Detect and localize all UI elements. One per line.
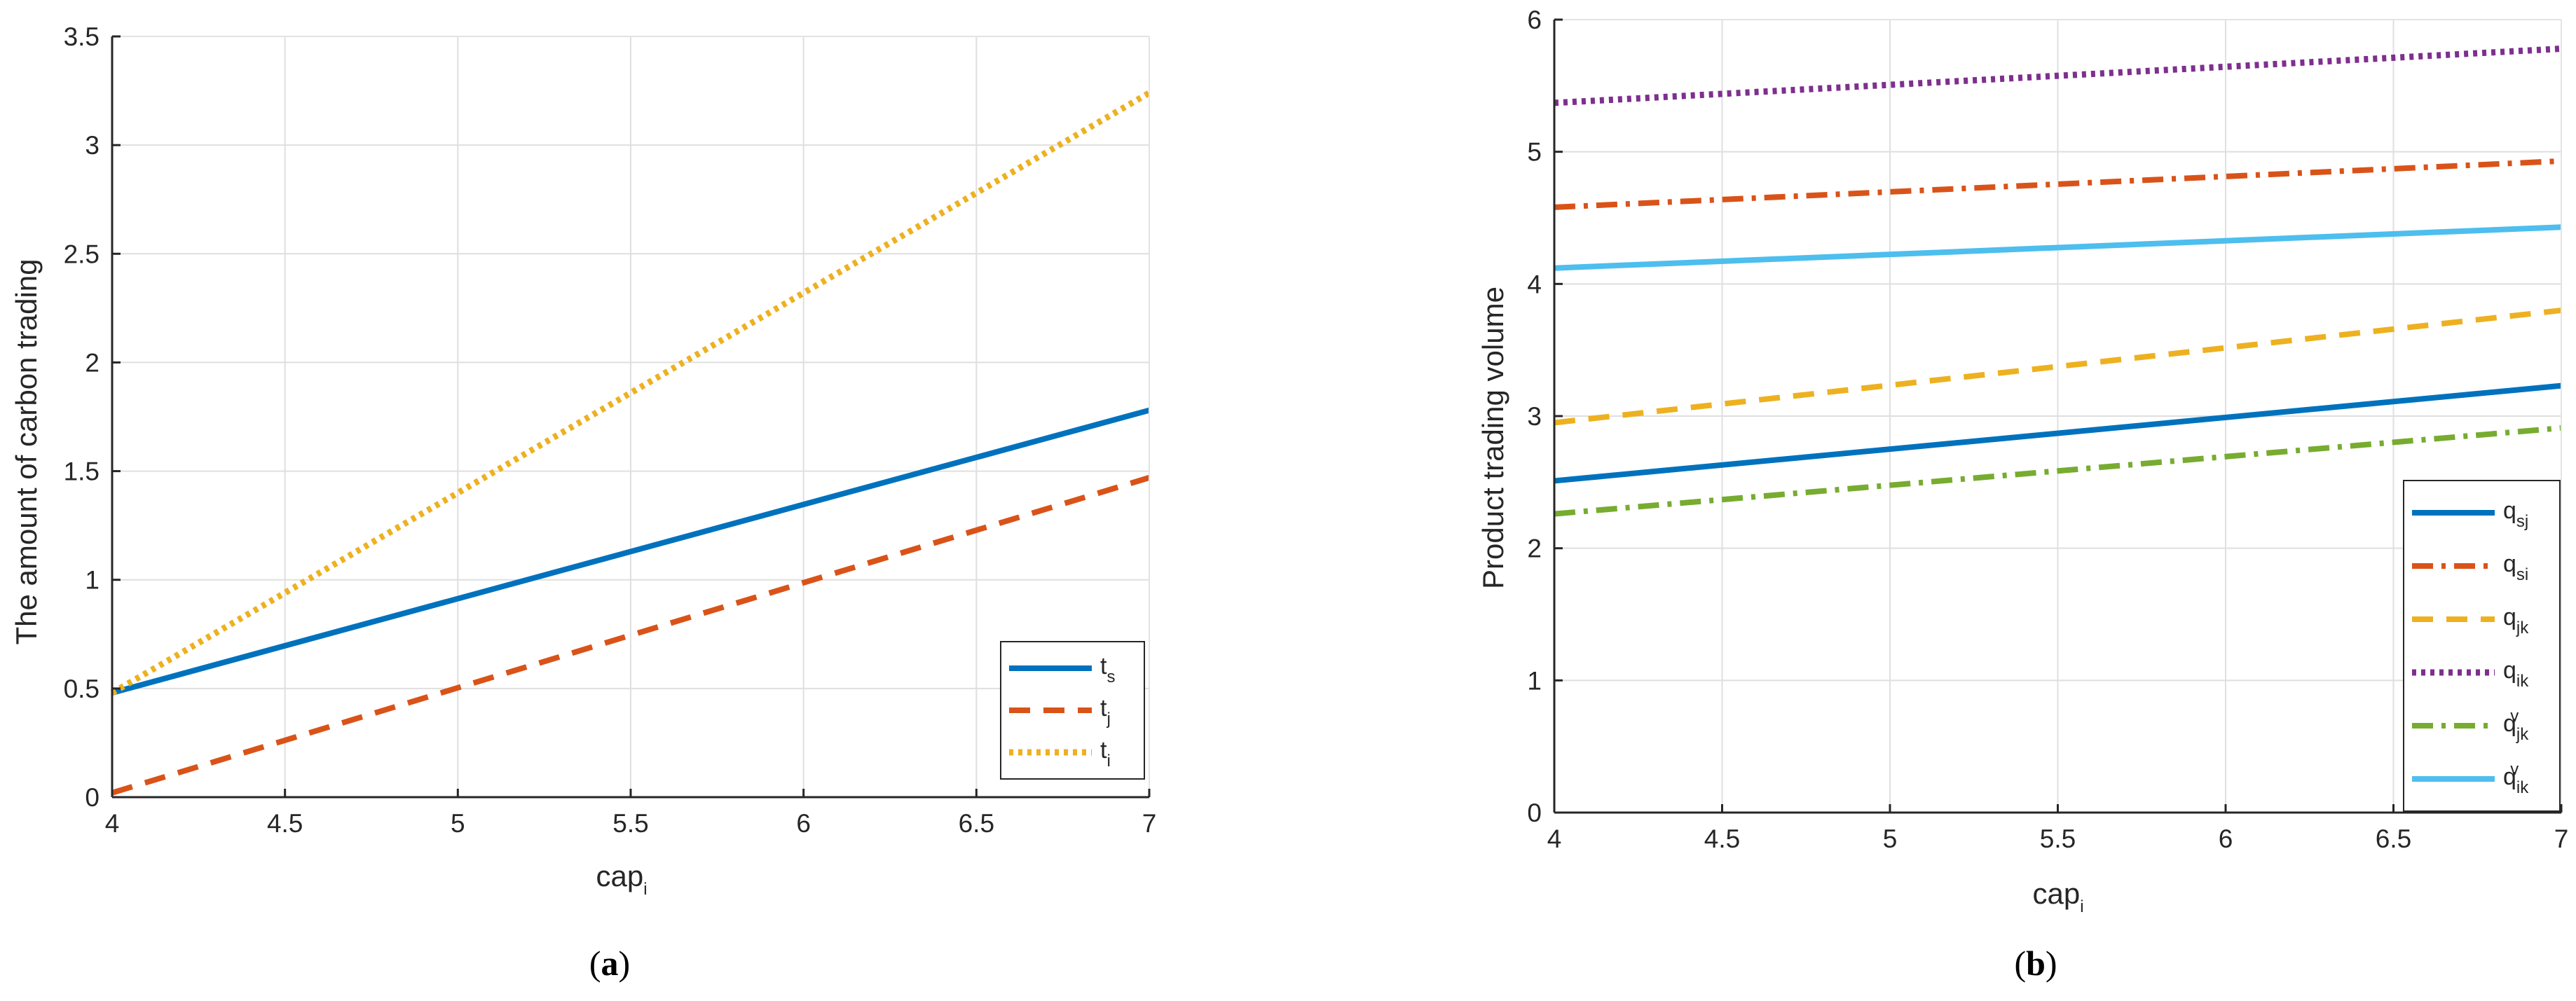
series-line-4 — [1554, 46, 2562, 106]
x-axis-label: capi — [2032, 877, 2083, 916]
x-tick-label: 6 — [796, 809, 811, 838]
x-tick-label: 4.5 — [1704, 824, 1740, 853]
x-tick-label: 5 — [1883, 824, 1898, 853]
panel-caption: (a) — [589, 944, 630, 983]
x-tick-label: 7 — [2554, 824, 2569, 853]
y-tick-label: 0 — [85, 783, 100, 812]
legend-entry: ts — [1100, 653, 1115, 686]
x-tick-label: 6 — [2219, 824, 2233, 853]
series-line-6 — [1554, 224, 2562, 271]
legend-entry: qikv — [2503, 760, 2529, 797]
x-tick-label: 7 — [1142, 809, 1157, 838]
legend: qsj qsi qjk qik qjkv qikv — [2403, 480, 2561, 812]
y-tick-label: 0.5 — [64, 675, 100, 703]
legend-entry: tj — [1100, 695, 1111, 729]
chart-panel-a: 4 4.5 5 5.5 6 6.5 7 0 0.5 1 1.5 2 2.5 3 3.5 capi The … — [10, 22, 1156, 983]
x-tick-label: 6.5 — [959, 809, 994, 838]
y-tick-label: 3 — [85, 131, 100, 160]
y-tick-label: 3.5 — [64, 22, 100, 51]
y-tick-label: 1 — [1527, 666, 1542, 695]
x-tick-label: 4.5 — [267, 809, 303, 838]
y-tick-label: 6 — [1527, 6, 1542, 34]
series-line-2 — [111, 475, 1151, 796]
y-axis-label: The amount of carbon trading — [10, 258, 43, 644]
x-tick-label: 5 — [451, 809, 465, 838]
x-tick-label: 6.5 — [2376, 824, 2411, 853]
y-tick-label: 3 — [1527, 402, 1542, 431]
y-tick-label: 2 — [85, 348, 100, 377]
legend-entry: qjk — [2503, 604, 2529, 637]
legend: ts tj ti — [1000, 641, 1145, 780]
legend-box — [2403, 480, 2561, 812]
x-tick-label: 4 — [1547, 824, 1562, 853]
x-axis-label: capi — [596, 860, 647, 899]
y-tick-label: 5 — [1527, 138, 1542, 167]
series-line-5 — [1554, 424, 2562, 517]
legend-entry: ti — [1100, 737, 1111, 771]
panel-caption: (b) — [2014, 944, 2057, 983]
x-tick-label: 5.5 — [612, 809, 648, 838]
legend-entry: qik — [2503, 657, 2529, 691]
series-line-1 — [1554, 382, 2562, 484]
y-tick-label: 4 — [1527, 270, 1542, 298]
y-tick-label: 1 — [85, 566, 100, 595]
legend-entry: qsi — [2503, 551, 2528, 584]
x-tick-label: 5.5 — [2040, 824, 2076, 853]
y-tick-label: 1.5 — [64, 457, 100, 486]
y-axis-label: Product trading volume — [1477, 287, 1509, 589]
chart-panel-b: 4 4.5 5 5.5 6 6.5 7 0 1 2 3 4 5 6 capi Product tradi… — [1477, 6, 2568, 983]
legend-entry: qsj — [2503, 497, 2528, 531]
legend-entry: qjkv — [2503, 707, 2529, 744]
x-tick-label: 4 — [105, 809, 120, 838]
y-tick-label: 2 — [1527, 534, 1542, 563]
series-line-1 — [111, 407, 1151, 696]
series-line-3 — [1554, 308, 2562, 426]
y-tick-label: 2.5 — [64, 240, 100, 268]
y-tick-label: 0 — [1527, 799, 1542, 827]
